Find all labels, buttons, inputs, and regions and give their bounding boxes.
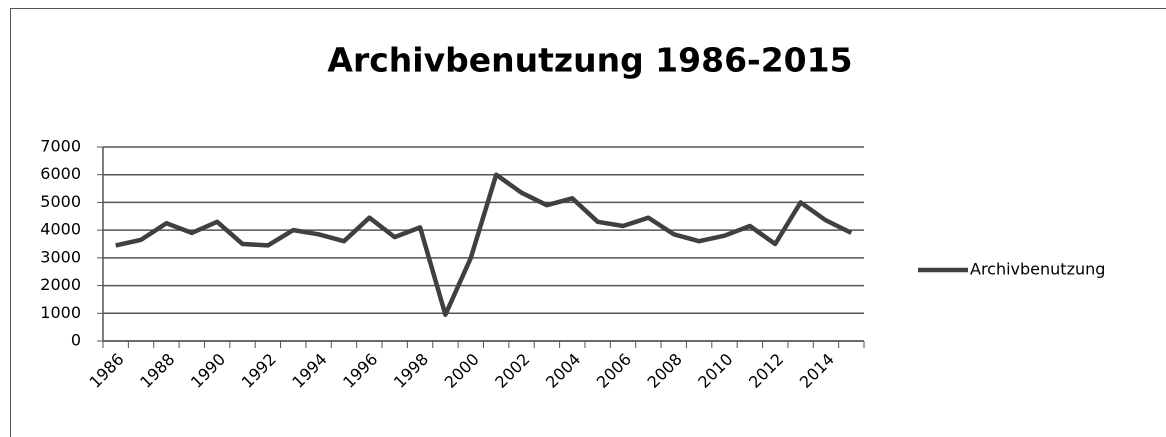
legend-label: Archivbenutzung (970, 260, 1105, 279)
y-tick-label: 6000 (40, 164, 81, 183)
y-tick-label: 5000 (40, 192, 81, 211)
y-tick-label: 7000 (40, 137, 81, 156)
y-tick-label: 0 (71, 331, 81, 350)
data-line (115, 172, 853, 317)
y-tick-label: 1000 (40, 303, 81, 322)
chart-title: Archivbenutzung 1986-2015 (327, 41, 852, 80)
chart-border (10, 8, 1166, 437)
y-tick-label: 4000 (40, 220, 81, 239)
y-tick-label: 3000 (40, 247, 81, 266)
y-tick-label: 2000 (40, 275, 81, 294)
